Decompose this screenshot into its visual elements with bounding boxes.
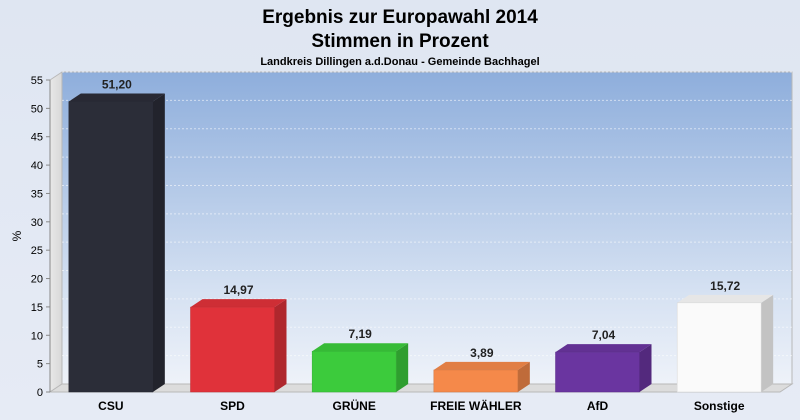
- y-axis-label: %: [10, 230, 24, 241]
- bar-1: 14,97: [190, 283, 287, 393]
- bar-side: [761, 294, 774, 392]
- y-tick-label: 35: [31, 188, 43, 200]
- bar-front: [555, 351, 640, 393]
- y-tick-label: 5: [37, 359, 43, 371]
- x-axis-labels: CSU SPD GRÜNE FREIE WÄHLER AfD Sonstige: [98, 398, 745, 413]
- bar-5: 15,72: [676, 279, 774, 393]
- bar-front: [190, 306, 275, 393]
- bar-top: [190, 299, 287, 308]
- x-tick-label: AfD: [587, 399, 609, 413]
- x-tick-label: SPD: [220, 399, 245, 413]
- bars: 51,20 14,97 7,19 3,89 7,04 15,72: [68, 78, 774, 393]
- bar-side: [396, 343, 409, 392]
- y-tick-label: 10: [31, 330, 43, 342]
- y-tick-label: 25: [31, 245, 43, 257]
- bar-front: [676, 302, 762, 393]
- bar-front: [68, 101, 154, 393]
- y-tick-label: 45: [31, 132, 43, 144]
- y-tick-label: 20: [31, 274, 43, 286]
- y-tick-label: 40: [31, 160, 43, 172]
- bar-top: [555, 344, 652, 353]
- bar-2: 7,19: [311, 327, 409, 393]
- bar-side: [274, 299, 287, 392]
- bar-side: [639, 344, 652, 392]
- chart-caption: Landkreis Dillingen a.d.Donau - Gemeinde…: [260, 56, 539, 68]
- bar-0: 51,20: [68, 78, 165, 393]
- bar-front: [311, 350, 397, 393]
- y-tick-label: 0: [37, 387, 43, 399]
- plot-side-wall: [49, 71, 63, 393]
- y-tick-label: 15: [31, 302, 43, 314]
- x-tick-label: FREIE WÄHLER: [430, 398, 522, 413]
- bar-top: [433, 361, 530, 370]
- bar-top: [68, 93, 165, 102]
- bar-front: [433, 369, 519, 393]
- bar-4: 7,04: [555, 328, 652, 393]
- bar-top: [312, 343, 409, 352]
- bar-value-label: 15,72: [710, 279, 740, 293]
- bar-value-label: 14,97: [223, 283, 253, 297]
- x-tick-label: GRÜNE: [332, 398, 375, 413]
- x-tick-label: CSU: [98, 399, 123, 413]
- bar-top: [677, 294, 774, 303]
- x-tick-label: Sonstige: [694, 399, 745, 413]
- bar-side: [152, 93, 165, 392]
- bar-value-label: 7,04: [592, 328, 616, 342]
- y-tick-label: 50: [31, 103, 43, 115]
- bar-value-label: 51,20: [102, 78, 132, 92]
- bar-3: 3,89: [433, 346, 530, 393]
- chart-subtitle: Stimmen in Prozent: [311, 31, 489, 52]
- grid-lines: [62, 71, 792, 357]
- y-tick-label: 55: [31, 75, 43, 87]
- y-tick-label: 30: [31, 217, 43, 229]
- bar-side: [517, 361, 530, 392]
- plot-back-wall: [61, 71, 793, 385]
- y-axis: 0 5 10 15 20 25 30 35 40 45 50 55: [31, 75, 51, 399]
- chart-title: Ergebnis zur Europawahl 2014: [262, 7, 538, 28]
- bar-value-label: 7,19: [348, 327, 372, 341]
- bar-value-label: 3,89: [470, 346, 494, 360]
